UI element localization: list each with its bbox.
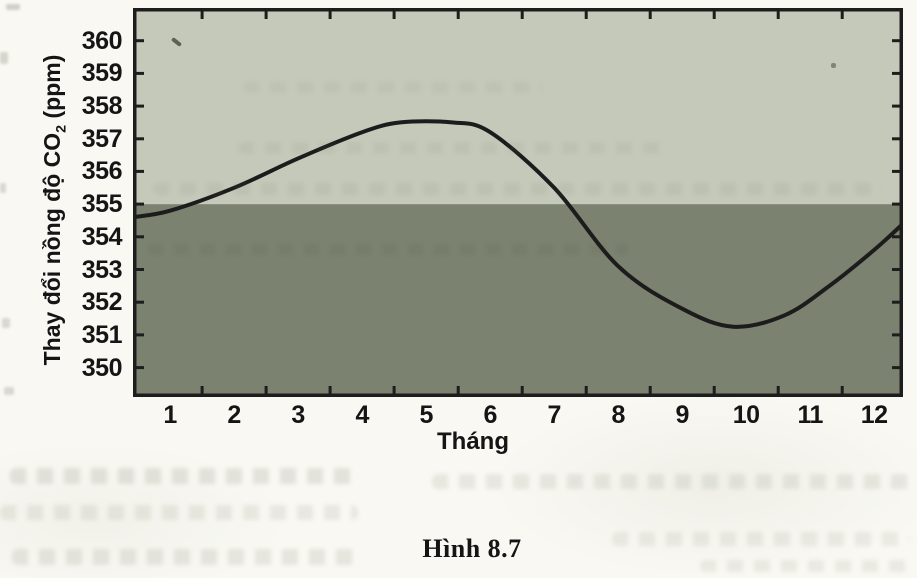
x-tick-label-9: 9 <box>675 401 689 429</box>
x-axis-title: Tháng <box>437 428 509 455</box>
bleed-through-artifact <box>700 560 910 572</box>
scan-speck <box>6 4 20 10</box>
scan-speck <box>4 387 14 395</box>
figure-caption: Hình 8.7 <box>422 534 522 563</box>
bleed-through-artifact <box>432 474 910 489</box>
co2-seasonal-curve <box>133 119 903 329</box>
y-tick-label-358: 358 <box>81 92 123 121</box>
y-axis-title-subscript: 2 <box>53 124 70 133</box>
y-tick-label-356: 356 <box>81 157 123 186</box>
bleed-through-artifact <box>243 82 543 93</box>
x-tick-label-12: 12 <box>860 401 888 429</box>
y-tick-label-357: 357 <box>81 124 123 153</box>
bleed-through-artifact <box>0 505 358 520</box>
x-tick-label-2: 2 <box>227 401 241 429</box>
x-tick-label-11: 11 <box>797 401 823 429</box>
y-tick-label-353: 353 <box>81 255 123 284</box>
y-tick-label-350: 350 <box>81 353 123 382</box>
chart-plot-area <box>133 8 903 397</box>
scan-speck <box>2 318 10 328</box>
y-tick-label-355: 355 <box>81 190 123 219</box>
y-axis-title-text: Thay đổi nồng độ CO <box>39 132 65 366</box>
bleed-through-artifact <box>10 468 358 484</box>
bleed-through-artifact <box>238 142 668 154</box>
chart-region-above-355 <box>133 8 903 205</box>
bleed-through-artifact <box>12 549 357 565</box>
bleed-through-artifact <box>148 244 628 255</box>
bleed-through-artifact <box>153 183 883 195</box>
scan-speck <box>831 63 836 68</box>
x-tick-label-1: 1 <box>163 401 177 429</box>
y-axis-title: Thay đổi nồng độ CO2 (ppm) <box>37 10 70 410</box>
x-tick-label-5: 5 <box>419 401 433 429</box>
x-tick-label-6: 6 <box>483 401 497 429</box>
x-tick-label-8: 8 <box>611 401 625 429</box>
y-tick-label-354: 354 <box>81 222 123 251</box>
x-tick-label-7: 7 <box>547 401 561 429</box>
x-tick-label-10: 10 <box>732 401 760 429</box>
scan-speck <box>0 183 6 193</box>
x-tick-label-3: 3 <box>291 401 305 429</box>
y-tick-label-351: 351 <box>81 320 123 349</box>
x-tick-label-4: 4 <box>355 401 369 429</box>
y-tick-label-360: 360 <box>81 26 123 55</box>
co2-monthly-variation-chart <box>133 8 903 397</box>
y-tick-label-352: 352 <box>81 288 123 317</box>
y-tick-label-359: 359 <box>81 59 123 88</box>
plot-border <box>133 8 903 397</box>
scan-speck <box>0 52 8 64</box>
chart-region-below-355 <box>133 204 903 397</box>
y-axis-title-suffix: (ppm) <box>39 54 65 125</box>
bleed-through-artifact <box>612 532 910 546</box>
